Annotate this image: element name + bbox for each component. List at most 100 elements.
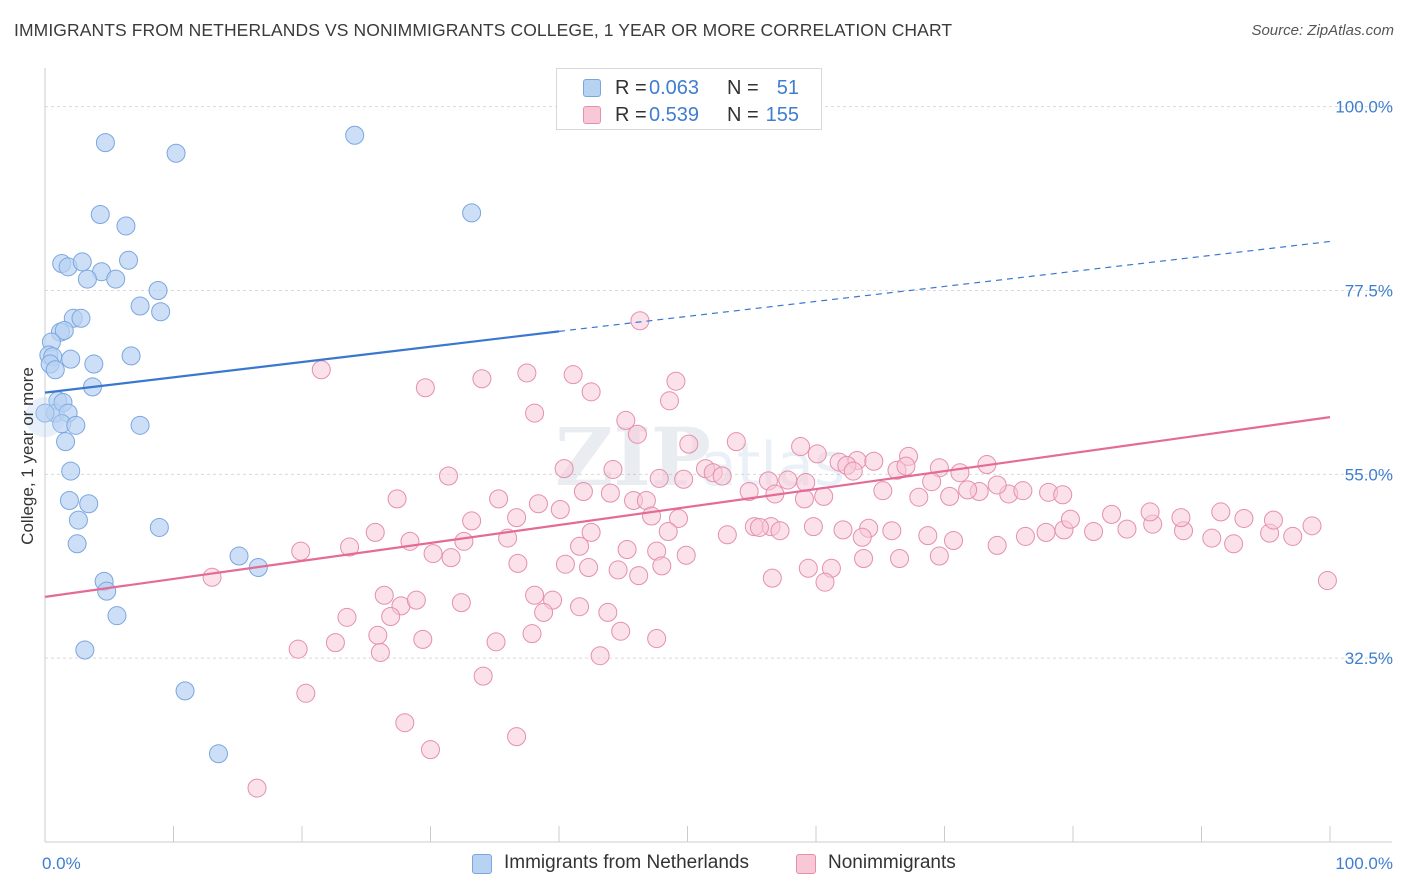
nonimmigrants-point [679, 434, 699, 454]
nonimmigrants-point [882, 521, 902, 541]
nonimmigrants-point [611, 621, 631, 641]
nonimmigrants-point [1224, 534, 1244, 554]
nonimmigrants-point [517, 363, 537, 383]
nonimmigrants-trend-line [44, 416, 1331, 598]
gridlines [45, 106, 1392, 659]
legend-n-value: 51 [776, 77, 799, 99]
nonimmigrants-point [365, 522, 385, 542]
netherlands-point [54, 321, 74, 341]
nonimmigrants-point [288, 639, 308, 659]
nonimmigrants-point [666, 371, 686, 391]
nonimmigrants-point [762, 568, 782, 588]
nonimmigrants-point [340, 537, 360, 557]
nonimmigrants-point [778, 470, 798, 490]
nonimmigrants-point [507, 727, 527, 747]
netherlands-point [345, 125, 365, 145]
netherlands-point [84, 354, 104, 374]
nonimmigrants-point [563, 365, 583, 385]
netherlands-point [59, 490, 79, 510]
nonimmigrants-point [522, 624, 542, 644]
nonimmigrants-point [712, 466, 732, 486]
nonimmigrants-point [325, 633, 345, 653]
nonimmigrants-point [987, 535, 1007, 555]
netherlands-point [66, 415, 86, 435]
tick-labels: 32.5% 55.0% 77.5% 100.0% 0.0% 100.0% [42, 98, 1393, 873]
nonimmigrants-point [247, 778, 267, 798]
legend-swatch-pink [583, 106, 601, 124]
netherlands-point [68, 510, 88, 530]
nonimmigrants-point [555, 554, 575, 574]
netherlands-point [95, 133, 115, 153]
legend-label-netherlands: Immigrants from Netherlands [504, 852, 749, 873]
nonimmigrants-point [291, 541, 311, 561]
nonimmigrants-point [660, 391, 680, 411]
nonimmigrants-point [438, 466, 458, 486]
netherlands-trend-extension [558, 240, 1331, 332]
netherlands-point [149, 517, 169, 537]
nonimmigrants-point [629, 566, 649, 586]
nonimmigrants-point [798, 558, 818, 578]
y-tick-label: 100.0% [1335, 98, 1393, 117]
nonimmigrants-points [202, 311, 1337, 798]
nonimmigrants-point [1283, 526, 1303, 546]
netherlands-point [75, 640, 95, 660]
nonimmigrants-point [658, 522, 678, 542]
netherlands-point [462, 203, 482, 223]
nonimmigrants-point [413, 629, 433, 649]
nonimmigrants-point [573, 481, 593, 501]
nonimmigrants-point [550, 499, 570, 519]
nonimmigrants-point [381, 607, 401, 627]
nonimmigrants-point [873, 481, 893, 501]
netherlands-point [119, 250, 139, 270]
legend-swatch-pink [796, 854, 816, 874]
netherlands-point [175, 681, 195, 701]
nonimmigrants-point [600, 483, 620, 503]
nonimmigrants-point [370, 642, 390, 662]
nonimmigrants-point [950, 463, 970, 483]
netherlands-point [107, 606, 127, 626]
nonimmigrants-point [603, 459, 623, 479]
netherlands-point [229, 546, 249, 566]
legend-label-nonimmigrants: Nonimmigrants [828, 852, 956, 873]
nonimmigrants-point [652, 556, 672, 576]
legend-row-nonimmigrants: R = 0.539 N = 155 [557, 102, 821, 128]
nonimmigrants-point [647, 629, 667, 649]
nonimmigrants-point [395, 713, 415, 733]
nonimmigrants-point [1171, 508, 1191, 528]
netherlands-point [121, 346, 141, 366]
nonimmigrants-point [896, 456, 916, 476]
nonimmigrants-point [421, 740, 440, 760]
nonimmigrants-point [1202, 528, 1222, 548]
legend-n-value: 155 [765, 104, 799, 126]
nonimmigrants-point [368, 625, 388, 645]
nonimmigrants-point [852, 527, 872, 547]
nonimmigrants-point [669, 508, 689, 528]
nonimmigrants-point [958, 480, 978, 500]
nonimmigrants-point [451, 593, 471, 613]
nonimmigrants-point [441, 548, 461, 568]
nonimmigrants-point [1263, 510, 1283, 530]
nonimmigrants-point [1117, 519, 1137, 539]
nonimmigrants-point [674, 469, 694, 489]
netherlands-point [97, 581, 117, 601]
nonimmigrants-point [525, 403, 545, 423]
netherlands-point [71, 308, 91, 328]
legend-r-value: 0.539 [649, 104, 700, 126]
legend-n-label: N = [727, 104, 759, 126]
netherlands-cluster-point [25, 397, 65, 438]
nonimmigrants-point [1084, 522, 1104, 542]
nonimmigrants-point [717, 525, 737, 545]
nonimmigrants-point [489, 489, 509, 509]
netherlands-trend-line [44, 330, 560, 394]
nonimmigrants-point [617, 540, 637, 560]
legend-swatch-blue [472, 854, 492, 874]
netherlands-point [79, 494, 99, 514]
nonimmigrants-point [890, 548, 910, 568]
nonimmigrants-point [581, 382, 601, 402]
nonimmigrants-point [803, 517, 823, 537]
nonimmigrants-point [570, 536, 590, 556]
nonimmigrants-point [922, 472, 942, 492]
nonimmigrants-point [454, 531, 474, 551]
netherlands-point [35, 403, 55, 423]
nonimmigrants-point [642, 506, 662, 526]
